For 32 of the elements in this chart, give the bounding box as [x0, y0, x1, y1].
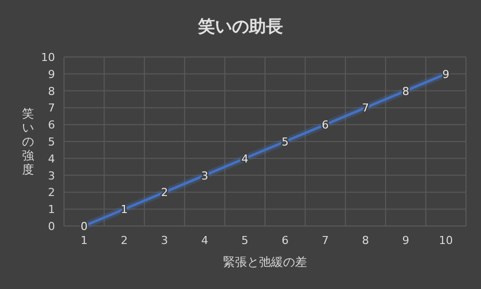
y-tick-label: 1	[48, 203, 55, 216]
x-tick-label: 2	[120, 234, 128, 247]
y-tick-label: 5	[48, 136, 55, 148]
chart-title: 笑いの助長	[197, 17, 283, 37]
data-label: 4	[241, 152, 248, 166]
y-tick-label: 9	[48, 68, 55, 81]
y-tick-label: 8	[48, 84, 55, 98]
y-tick-label: 4	[48, 152, 55, 166]
x-tick-label: 7	[322, 234, 329, 247]
x-tick-label: 10	[438, 234, 453, 247]
x-tick-label: 8	[362, 234, 369, 247]
data-label: 5	[282, 136, 289, 148]
x-tick-label: 1	[80, 234, 88, 247]
data-label: 7	[362, 102, 369, 115]
x-tick-label: 3	[161, 234, 168, 247]
data-label: 3	[201, 169, 208, 182]
y-tick-label: 7	[48, 102, 55, 115]
x-tick-label: 4	[201, 234, 208, 247]
y-tick-label: 0	[48, 220, 55, 233]
y-tick-label: 2	[48, 186, 55, 200]
x-tick-label: 9	[402, 234, 410, 247]
data-label: 8	[402, 84, 410, 98]
y-tick-label: 6	[48, 118, 55, 132]
y-axis-title: 笑いの強度	[22, 106, 34, 176]
data-label: 1	[120, 203, 128, 216]
data-label: 6	[322, 118, 329, 132]
x-tick-label: 6	[282, 234, 289, 247]
y-tick-label: 3	[48, 169, 55, 182]
data-label: 2	[161, 186, 168, 200]
x-tick-label: 5	[241, 234, 248, 247]
x-axis-title: 緊張と弛緩の差	[223, 255, 307, 269]
y-tick-label: 10	[41, 51, 55, 64]
